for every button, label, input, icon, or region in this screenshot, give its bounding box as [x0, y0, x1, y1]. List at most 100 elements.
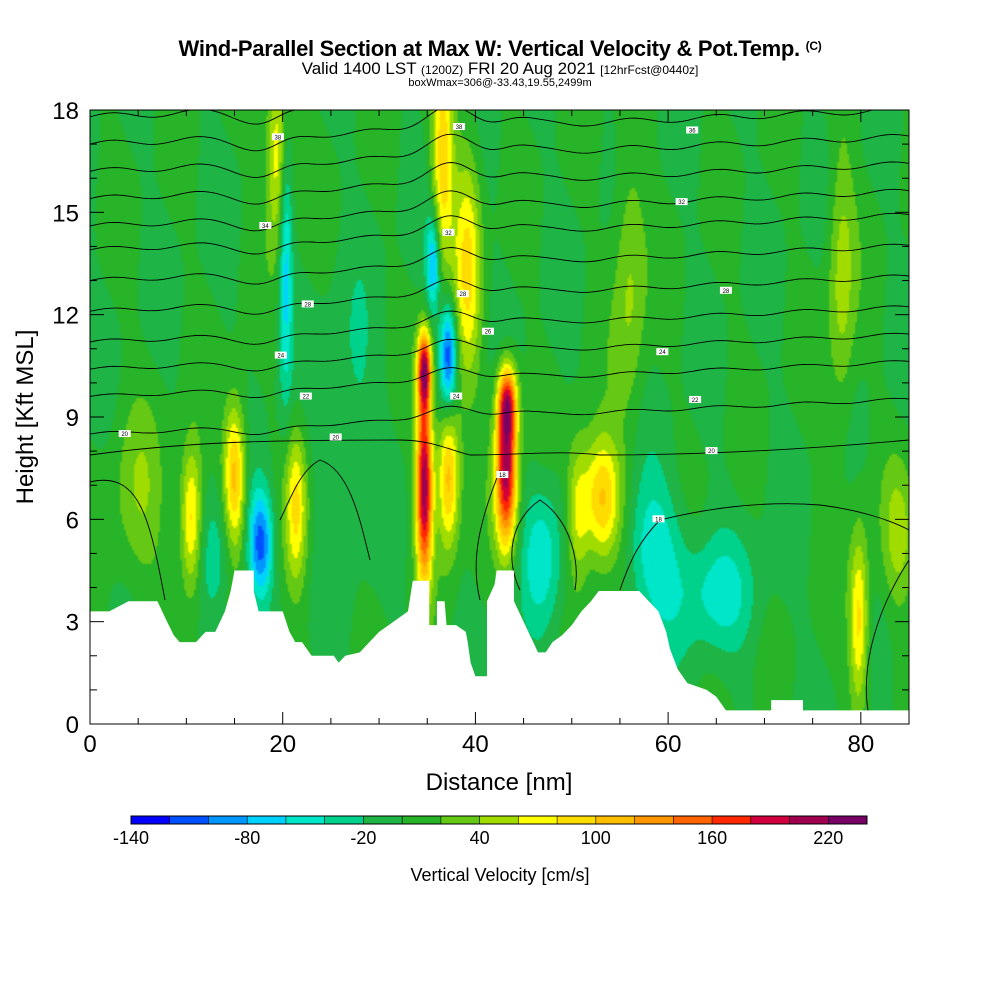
x-axis-title: Distance [nm] — [426, 769, 573, 796]
contour-label-bg — [705, 447, 718, 455]
contour-label: 22 — [302, 395, 309, 401]
contour-label: 36 — [689, 128, 696, 134]
contour-label-bg — [442, 228, 455, 236]
y-tick-label: 18 — [52, 98, 79, 125]
contour-label: 26 — [485, 330, 492, 336]
contour-label: 32 — [678, 200, 685, 206]
y-tick-label: 9 — [66, 405, 79, 432]
theta-contour — [90, 243, 909, 285]
copyright-mark: (C) — [805, 39, 822, 53]
colorbar-swatch — [634, 816, 674, 824]
contour-label: 24 — [659, 350, 666, 356]
contour-label: 32 — [445, 231, 452, 237]
contour-label-bg — [652, 515, 665, 523]
theta-contour-low — [475, 469, 501, 601]
theta-contour — [90, 332, 909, 372]
x-tick-label: 80 — [847, 731, 874, 758]
colorbar-swatch — [363, 816, 403, 824]
theta-contour — [90, 212, 909, 255]
colorbar-swatch — [479, 816, 519, 824]
theta-contour-low — [90, 439, 909, 456]
colorbar-tick-label: -80 — [234, 828, 260, 848]
contour-label-bg — [686, 126, 699, 134]
x-tick-label: 60 — [655, 731, 682, 758]
theta-contour — [90, 133, 909, 178]
potential-temperature-contours — [90, 110, 909, 721]
colorbar-swatch — [712, 816, 752, 824]
colorbar-swatch — [169, 816, 209, 824]
colorbar-swatch — [131, 816, 171, 824]
y-tick-label: 15 — [52, 200, 79, 227]
y-tick-label: 6 — [66, 507, 79, 534]
colorbar-swatch — [324, 816, 364, 824]
contour-label: 28 — [723, 289, 730, 295]
theta-contour-low — [619, 503, 909, 591]
box-info: boxWmax=306@-33.43,19.55,2499m — [408, 77, 592, 89]
valid-time-line: Valid 1400 LST (1200Z) FRI 20 Aug 2021 [… — [0, 59, 1000, 79]
contour-label: 22 — [692, 398, 699, 404]
theta-contour-low — [90, 479, 166, 601]
colorbar: -140 -80 -20 40 100 160 220 — [113, 815, 868, 848]
contour-label: 28 — [460, 292, 467, 298]
theta-contour — [90, 360, 909, 399]
contour-label: 18 — [655, 517, 662, 523]
contour-label-bg — [271, 133, 284, 141]
colorbar-swatch — [285, 816, 325, 824]
contour-label: 28 — [304, 302, 311, 308]
contour-label-bg — [301, 300, 314, 308]
contour-label-bg — [675, 198, 688, 206]
y-tick-label: 3 — [66, 610, 79, 637]
colorbar-tick-label: 220 — [813, 828, 843, 848]
colorbar-swatch — [750, 816, 790, 824]
theta-contour — [90, 110, 875, 152]
contour-label-bg — [274, 351, 287, 359]
theta-contour — [90, 274, 909, 315]
colorbar-swatch — [518, 816, 558, 824]
theta-contour-low — [511, 499, 577, 591]
contour-label: 18 — [499, 473, 506, 479]
colorbar-swatch — [673, 816, 713, 824]
colorbar-swatch — [828, 816, 868, 824]
y-axis-title: Height [Kft MSL] — [12, 330, 39, 505]
y-tick-label: 12 — [52, 303, 79, 330]
contour-label: 20 — [332, 435, 339, 441]
colorbar-tick-label: 100 — [581, 828, 611, 848]
contour-label-bg — [299, 392, 312, 400]
valid-prefix: Valid 1400 LST — [301, 59, 417, 78]
contour-label-bg — [689, 395, 702, 403]
contour-label-bg — [456, 290, 469, 298]
contour-label-bg — [481, 327, 494, 335]
terrain-mask — [90, 570, 909, 724]
contour-labels: 18 18 20 22 24 28 32 36 38 38 34 32 28 26 28 24 22 20 20 24 — [118, 123, 732, 523]
contour-label-bg — [118, 430, 131, 438]
colorbar-swatch — [208, 816, 248, 824]
colorbar-swatch — [789, 816, 829, 824]
contour-label: 24 — [277, 354, 284, 360]
valid-utc: (1200Z) — [421, 63, 464, 77]
colorbar-tick-label: -140 — [113, 828, 149, 848]
x-tick-label: 20 — [269, 731, 296, 758]
chart-title-text: Wind-Parallel Section at Max W: Vertical… — [178, 36, 801, 61]
contour-label-bg — [329, 433, 342, 441]
theta-contour — [90, 305, 909, 345]
contour-label: 34 — [262, 224, 269, 230]
colorbar-tick-label: -20 — [350, 828, 376, 848]
contour-label-bg — [450, 392, 463, 400]
colorbar-swatch — [402, 816, 442, 824]
valid-date: FRI 20 Aug 2021 — [467, 59, 596, 78]
theta-contour-low — [279, 459, 371, 561]
y-tick-label: 0 — [66, 712, 79, 739]
theta-contour-low — [865, 559, 909, 721]
contour-label-bg — [719, 286, 732, 294]
forecast-info: [12hrFcst@0440z] — [600, 63, 699, 77]
chart-title: Wind-Parallel Section at Max W: Vertical… — [0, 36, 1000, 62]
theta-contour — [90, 188, 909, 232]
contour-label: 38 — [456, 125, 463, 131]
colorbar-frame — [130, 815, 868, 825]
colorbar-swatch — [557, 816, 597, 824]
x-tick-label: 40 — [462, 731, 489, 758]
contour-label: 20 — [708, 449, 715, 455]
theta-contour — [90, 161, 909, 205]
theta-contour — [90, 110, 333, 125]
